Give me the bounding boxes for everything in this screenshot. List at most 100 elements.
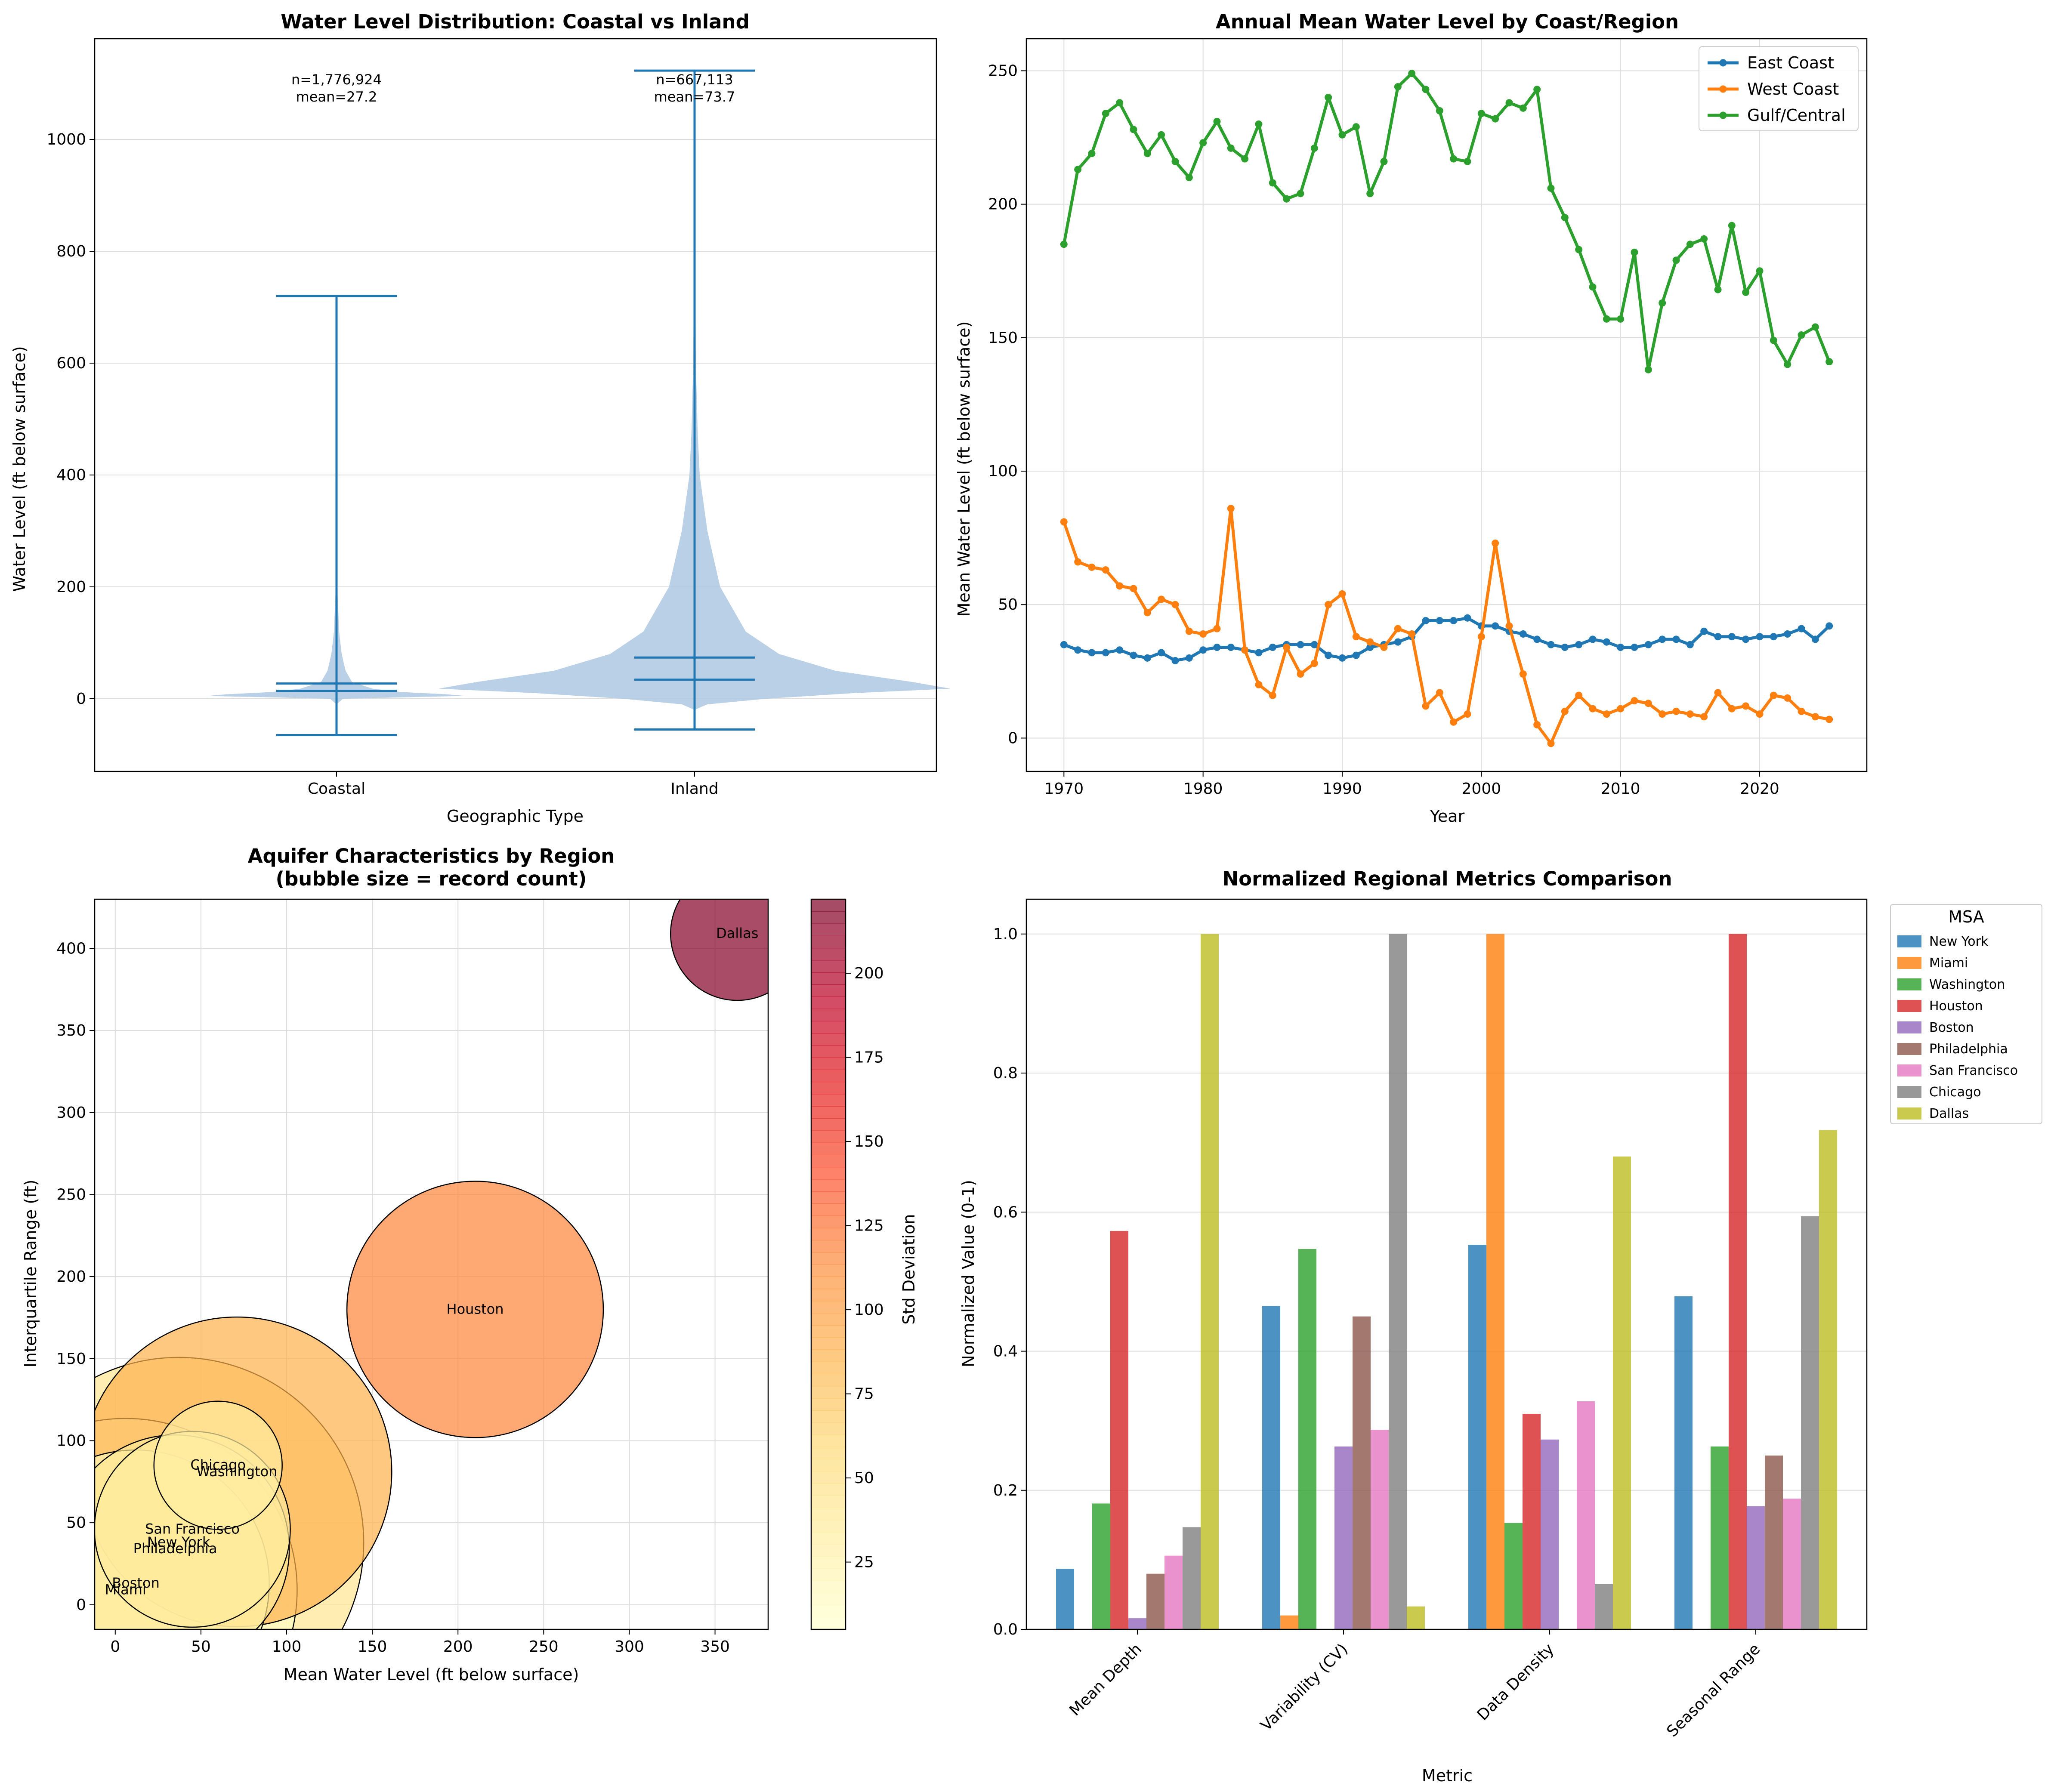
data-point (1143, 609, 1151, 617)
violin-annotation-n: n=667,113 (656, 71, 733, 88)
data-point (1338, 590, 1346, 598)
legend-label: Gulf/Central (1747, 106, 1846, 125)
y-tick-label: 0.2 (993, 1482, 1018, 1499)
bubble-label: Chicago (190, 1457, 246, 1473)
data-point (1394, 638, 1402, 646)
colorbar-segment (811, 1508, 846, 1521)
y-tick-label: 200 (56, 578, 86, 596)
violin-annotation-n: n=1,776,924 (291, 71, 382, 88)
x-tick-label: 100 (272, 1638, 302, 1656)
data-point (1185, 654, 1193, 662)
data-point (1742, 288, 1750, 296)
x-tick-label: 2000 (1462, 780, 1501, 798)
colorbar-tick-label: 25 (854, 1554, 874, 1571)
y-tick-label: 0 (1008, 729, 1018, 747)
legend-swatch (1897, 1043, 1921, 1055)
data-point (1505, 99, 1513, 107)
y-tick-label: 0 (76, 1596, 86, 1614)
colorbar-segment (811, 1057, 846, 1070)
bar (1110, 1231, 1128, 1629)
colorbar-segment (811, 1386, 846, 1399)
bar (1819, 1130, 1837, 1629)
x-tick-label: 1970 (1044, 780, 1084, 798)
data-point (1074, 166, 1082, 173)
data-point (1269, 644, 1276, 651)
data-point (1269, 691, 1276, 699)
data-point (1269, 179, 1276, 187)
data-point (1811, 713, 1819, 721)
data-point (1310, 144, 1318, 152)
line-plot-area: 0 50 100 150 200 250 1970 1980 1990 2000 2010 2020 E… (988, 38, 1868, 798)
data-point (1798, 331, 1805, 339)
x-tick-label: 50 (191, 1638, 211, 1656)
data-point (1283, 644, 1291, 651)
y-tick-label: 300 (56, 1104, 86, 1122)
colorbar-tick-label: 75 (854, 1385, 874, 1403)
x-tick-label: 350 (700, 1638, 730, 1656)
violin-plot-area: 02004006008001000Coastaln=1,776,924mean=… (46, 38, 951, 798)
data-point (1283, 195, 1291, 203)
colorbar-segment (811, 1191, 846, 1204)
legend-label: Philadelphia (1929, 1042, 2008, 1057)
bar (1164, 1555, 1183, 1629)
colorbar-segment (811, 1337, 846, 1350)
y-tick-label: 1000 (46, 131, 86, 148)
data-point (1380, 644, 1388, 651)
data-point (1255, 649, 1263, 657)
x-tick-label: 250 (529, 1638, 559, 1656)
data-point (1158, 131, 1165, 139)
data-point (1297, 641, 1304, 648)
legend-swatch (1897, 1064, 1921, 1076)
bar (1577, 1401, 1595, 1629)
violin-title: Water Level Distribution: Coastal vs Inl… (281, 10, 750, 33)
data-point (1589, 635, 1597, 643)
colorbar-segment (811, 1118, 846, 1131)
x-tick-label: 1990 (1322, 780, 1362, 798)
data-point (1102, 110, 1109, 117)
data-point (1561, 707, 1569, 715)
data-point (1213, 625, 1221, 632)
colorbar-label: Std Deviation (899, 1214, 918, 1325)
bar (1371, 1430, 1389, 1629)
data-point (1742, 635, 1750, 643)
data-point (1589, 283, 1597, 291)
x-tick-label: 1980 (1183, 780, 1223, 798)
bubble-ylabel: Interquartile Range (ft) (21, 1180, 40, 1368)
colorbar-segment (811, 1313, 846, 1326)
data-point (1492, 540, 1499, 547)
data-point (1784, 694, 1791, 702)
data-point (1728, 633, 1736, 641)
data-point (1686, 641, 1694, 648)
bar (1146, 1573, 1164, 1629)
data-point (1450, 718, 1458, 726)
data-point (1686, 241, 1694, 248)
data-point (1408, 630, 1416, 638)
colorbar-segment (811, 972, 846, 985)
colorbar-segment (811, 948, 846, 961)
data-point (1714, 633, 1722, 641)
legend-box (1699, 46, 1859, 131)
violin-axes-frame (94, 38, 937, 772)
legend-marker (1719, 111, 1727, 119)
bubble-label: Washington (196, 1463, 277, 1480)
colorbar-segment (811, 1228, 846, 1240)
violin-annotation-mean: mean=73.7 (654, 89, 735, 105)
data-point (1644, 700, 1652, 707)
colorbar-segment (811, 984, 846, 997)
legend-label: Dallas (1929, 1106, 1969, 1121)
bar (1674, 1296, 1693, 1629)
colorbar-segment (811, 1179, 846, 1192)
data-point (1088, 150, 1096, 157)
data-point (1436, 107, 1443, 115)
data-point (1589, 705, 1597, 712)
data-point (1756, 710, 1764, 718)
bar (1783, 1499, 1801, 1629)
data-point (1408, 70, 1416, 77)
bar (1092, 1503, 1110, 1629)
data-point (1255, 120, 1263, 128)
data-point (1116, 99, 1124, 107)
data-point (1171, 657, 1179, 665)
colorbar-segment (811, 1434, 846, 1447)
bar (1183, 1527, 1201, 1629)
colorbar-segment (811, 996, 846, 1009)
